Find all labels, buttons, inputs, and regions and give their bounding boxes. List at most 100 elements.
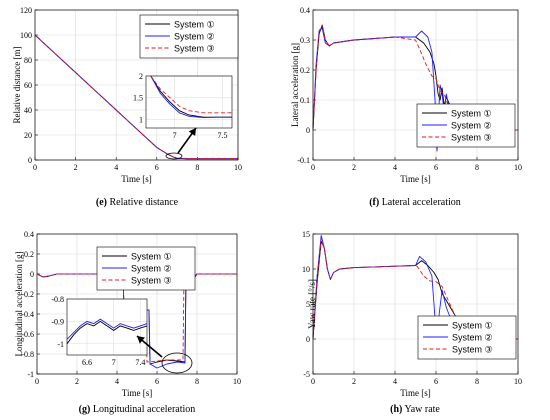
y-axis-label: Relative distance [m] <box>12 47 22 124</box>
x-tick-label: 0 <box>33 163 37 172</box>
legend-label-2: System ② <box>131 264 172 274</box>
x-tick-label: 8 <box>475 163 479 172</box>
inset-series-line-2 <box>150 75 232 119</box>
legend-label-2: System ② <box>452 333 493 343</box>
x-tick-label: 6 <box>155 163 159 172</box>
inset-series-line-3 <box>150 75 232 114</box>
y-axis-label: Yaw rate [°/s] <box>307 279 317 329</box>
x-tick-label: 10 <box>514 163 522 172</box>
inset-y-tick-label: 1 <box>139 115 143 124</box>
inset-y-tick-label: 2 <box>139 72 143 81</box>
y-tick-label: 15 <box>302 230 310 239</box>
caption-tag: (h) <box>390 404 402 415</box>
caption-text: Relative distance <box>107 197 179 208</box>
y-axis-label: Longitudinal acceleration [g] <box>14 252 24 357</box>
x-tick-label: 6 <box>434 377 438 386</box>
y-tick-label: 0 <box>306 126 310 135</box>
legend-label-3: System ③ <box>174 44 215 54</box>
inset-x-tick-label: 7 <box>173 131 177 140</box>
caption-tag: (g) <box>79 404 91 415</box>
zoom-region-marker <box>165 152 183 160</box>
x-axis-label: Time [s] <box>122 388 152 398</box>
y-tick-label: 0.1 <box>300 96 310 105</box>
x-tick-label: 2 <box>352 377 356 386</box>
x-tick-label: 4 <box>115 377 119 386</box>
x-tick-label: 0 <box>35 377 39 386</box>
y-tick-label: -0.4 <box>21 310 34 319</box>
y-tick-label: -0.1 <box>297 156 310 165</box>
x-tick-label: 2 <box>75 377 79 386</box>
y-tick-label: 10 <box>302 265 310 274</box>
legend-label-2: System ② <box>174 32 215 42</box>
y-tick-label: 0.2 <box>300 66 310 75</box>
inset-x-tick-label: 7.4 <box>135 358 145 367</box>
x-tick-label: 10 <box>514 377 522 386</box>
y-tick-label: 5 <box>306 300 310 309</box>
legend-label-3: System ③ <box>131 276 172 286</box>
x-tick-label: 6 <box>434 163 438 172</box>
y-tick-label: 120 <box>20 6 32 15</box>
y-tick-label: 60 <box>24 81 32 90</box>
inset-y-tick-label: 1.5 <box>133 94 143 103</box>
caption-text: Lateral acceleration <box>379 197 461 208</box>
x-tick-label: 0 <box>311 163 315 172</box>
x-axis-label: Time [s] <box>400 388 430 398</box>
x-tick-label: 10 <box>233 377 241 386</box>
zoom-arrow-head <box>188 128 196 137</box>
legend-label-1: System ① <box>131 252 172 262</box>
x-axis-label: Time [s] <box>400 174 430 184</box>
x-tick-label: 2 <box>74 163 78 172</box>
inset-area <box>146 76 232 128</box>
y-tick-label: 0.3 <box>300 36 310 45</box>
y-tick-label: 80 <box>24 56 32 65</box>
legend-label-2: System ② <box>451 121 492 131</box>
caption-tag: (e) <box>96 197 107 208</box>
y-tick-label: 0.2 <box>24 250 34 259</box>
inset-area <box>67 299 147 355</box>
legend-label-1: System ① <box>452 321 493 331</box>
y-tick-label: 0.4 <box>24 230 34 239</box>
plot-frame <box>312 233 519 375</box>
plot-frame <box>36 233 238 375</box>
y-tick-label: -0.6 <box>21 330 34 339</box>
legend: System ① System ② System ③ <box>416 103 516 148</box>
plot-frame <box>34 9 239 161</box>
y-axis-label: Lateral acceleration [g] <box>290 43 300 127</box>
inset-series-line-1 <box>66 320 148 345</box>
caption-tag: (f) <box>369 197 379 208</box>
legend-label-3: System ③ <box>452 345 493 355</box>
legend: System ① System ② System ③ <box>96 246 196 291</box>
caption-text: Yaw rate <box>402 404 440 415</box>
chart-panel-2: 0 2 4 6 8 10 -1 -0.8 -0.6 -0.4 -0.2 0 0.2 0.4 Time [s]… <box>14 230 241 415</box>
legend-label-1: System ① <box>174 20 215 30</box>
inset-y-tick-label: -0.8 <box>51 295 64 304</box>
y-tick-label: -1 <box>27 370 34 379</box>
x-tick-label: 4 <box>114 163 118 172</box>
figure-caption: (f) Lateral acceleration <box>369 197 461 208</box>
legend-label-1: System ① <box>451 109 492 119</box>
inset-x-tick-label: 7 <box>112 358 116 367</box>
y-tick-label: 100 <box>20 31 32 40</box>
series-line-3 <box>34 34 238 159</box>
inset-x-tick-label: 6.6 <box>82 358 92 367</box>
y-tick-label: 0.4 <box>300 6 310 15</box>
y-tick-label: 40 <box>24 106 32 115</box>
x-tick-label: 10 <box>234 163 242 172</box>
figure-caption: (g) Longitudinal acceleration <box>79 404 196 415</box>
x-tick-label: 4 <box>393 377 397 386</box>
inset-frame <box>66 298 148 356</box>
inset-y-tick-label: -1 <box>57 340 64 349</box>
legend-label-3: System ③ <box>451 133 492 143</box>
y-tick-label: -0.2 <box>21 290 34 299</box>
plot-frame <box>312 9 519 161</box>
y-tick-label: 0 <box>28 156 32 165</box>
inset-series-line-2 <box>66 318 148 340</box>
y-tick-label: 0 <box>306 335 310 344</box>
inset-y-tick-label: -0.9 <box>51 317 64 326</box>
inset-frame <box>145 75 233 129</box>
zoom-arrow-head <box>137 336 145 344</box>
legend: System ① System ② System ③ <box>417 315 517 360</box>
